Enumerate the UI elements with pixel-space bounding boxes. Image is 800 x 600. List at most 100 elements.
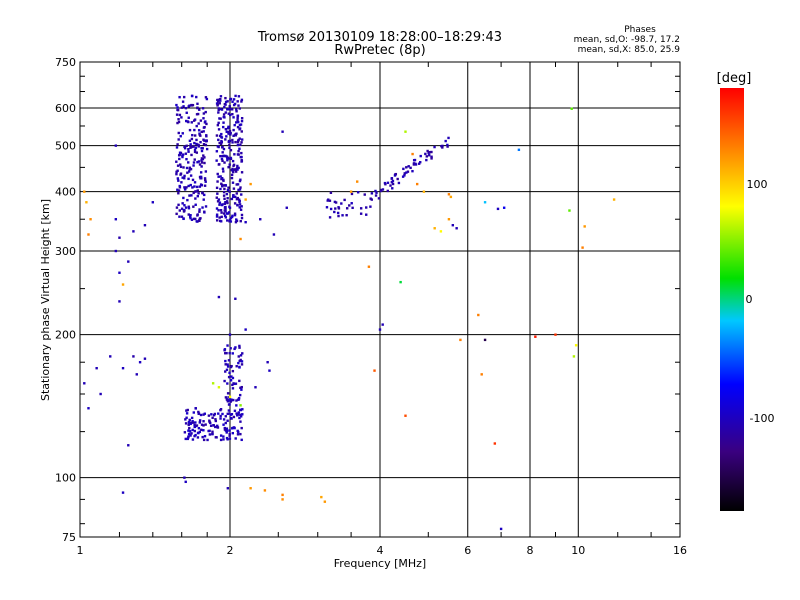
data-point xyxy=(224,216,228,219)
data-point xyxy=(185,416,188,419)
data-point xyxy=(200,159,203,162)
data-point xyxy=(204,205,208,208)
data-point xyxy=(227,112,230,115)
data-point xyxy=(183,174,186,178)
data-point xyxy=(191,178,195,182)
data-point xyxy=(426,149,429,153)
data-point xyxy=(554,333,557,336)
data-point xyxy=(232,170,235,174)
data-point xyxy=(422,190,426,193)
data-point xyxy=(493,442,497,445)
data-point xyxy=(121,283,125,286)
data-point xyxy=(224,138,227,141)
data-point xyxy=(230,427,234,430)
data-point xyxy=(121,491,125,494)
data-point xyxy=(138,361,142,364)
data-point xyxy=(219,417,222,420)
data-point xyxy=(219,142,223,146)
data-point xyxy=(350,192,354,196)
data-point xyxy=(239,178,242,181)
data-point xyxy=(186,198,189,202)
data-point xyxy=(333,210,336,214)
data-point xyxy=(179,165,183,169)
data-point xyxy=(226,197,229,200)
data-point xyxy=(218,117,221,120)
data-point xyxy=(208,420,211,424)
data-point xyxy=(177,179,180,182)
data-point xyxy=(428,151,432,154)
data-point xyxy=(455,227,458,230)
data-point xyxy=(228,105,231,108)
data-point xyxy=(178,113,182,117)
data-point xyxy=(228,333,232,336)
data-point xyxy=(187,420,191,424)
data-point xyxy=(235,412,238,415)
data-point xyxy=(381,323,384,326)
data-point xyxy=(238,344,241,348)
data-point xyxy=(227,396,230,399)
data-point xyxy=(187,432,191,436)
data-point xyxy=(412,159,416,162)
data-point xyxy=(240,205,243,208)
data-point xyxy=(199,177,202,180)
data-point xyxy=(189,214,192,217)
data-point xyxy=(203,161,206,165)
data-point xyxy=(181,202,184,205)
data-point xyxy=(182,210,186,213)
data-point xyxy=(217,198,221,201)
data-point xyxy=(199,175,203,179)
data-point xyxy=(193,425,196,429)
data-point xyxy=(184,206,188,209)
data-point xyxy=(203,412,207,415)
data-point xyxy=(198,208,201,211)
data-point xyxy=(217,107,221,110)
data-point xyxy=(222,438,225,441)
data-point xyxy=(204,170,208,173)
data-point xyxy=(200,423,204,426)
data-point xyxy=(226,159,229,162)
data-point xyxy=(268,369,271,372)
data-point xyxy=(204,178,207,182)
data-point xyxy=(224,154,227,158)
data-point xyxy=(227,140,231,144)
data-point xyxy=(227,132,230,135)
data-point xyxy=(230,176,234,180)
data-point xyxy=(197,427,201,430)
data-point xyxy=(444,139,447,143)
data-point xyxy=(224,363,227,366)
data-point xyxy=(183,476,186,479)
data-point xyxy=(187,116,190,119)
data-point xyxy=(184,480,187,484)
data-point xyxy=(181,176,184,179)
data-point xyxy=(217,412,220,415)
data-point xyxy=(240,138,244,141)
data-point xyxy=(188,168,191,171)
data-point xyxy=(185,409,188,412)
data-point xyxy=(191,133,194,137)
data-point xyxy=(205,139,208,143)
data-point xyxy=(190,218,194,221)
data-point xyxy=(235,132,238,135)
data-point xyxy=(232,134,235,137)
data-point xyxy=(215,219,219,222)
data-point xyxy=(216,180,219,183)
data-point xyxy=(233,212,237,215)
data-point xyxy=(417,162,421,165)
data-point xyxy=(238,188,242,191)
data-point xyxy=(239,123,243,126)
data-point xyxy=(345,213,348,217)
y-tick-label: 300 xyxy=(55,245,76,258)
data-point xyxy=(229,148,233,152)
data-point xyxy=(232,164,235,168)
x-tick-label: 10 xyxy=(571,544,585,557)
data-point xyxy=(202,112,206,115)
data-point xyxy=(483,338,487,342)
data-point xyxy=(176,164,180,167)
data-point xyxy=(329,207,333,211)
data-point xyxy=(226,189,230,192)
data-point xyxy=(218,201,222,204)
data-point xyxy=(202,429,205,432)
data-point xyxy=(232,187,236,190)
data-point xyxy=(211,430,214,433)
data-point xyxy=(216,98,219,102)
